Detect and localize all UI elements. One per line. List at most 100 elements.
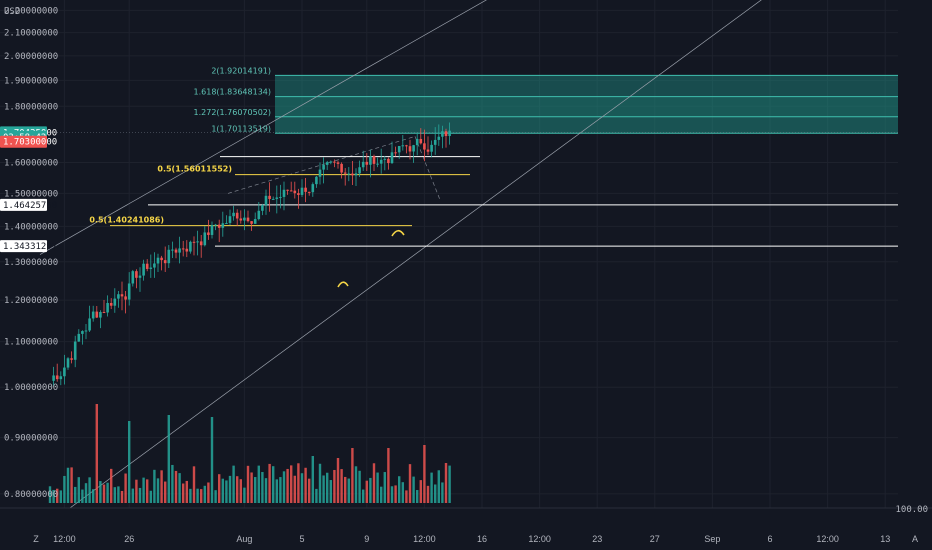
candle-body [383, 158, 387, 160]
candle-body [196, 241, 199, 243]
fib-level-label: 2(1.92014191) [211, 66, 271, 75]
auto-scale-icon: A [912, 534, 918, 544]
volume-bar [138, 487, 142, 503]
volume-bar [174, 470, 178, 503]
candle-body [163, 260, 167, 264]
candle-body [318, 169, 322, 177]
candle-body [293, 190, 297, 194]
candle-body [419, 138, 423, 144]
candle-body [84, 330, 88, 332]
volume-bar [95, 404, 98, 503]
time-tick-label: Sep [704, 534, 720, 544]
candle-body [199, 241, 203, 246]
volume-bar [48, 486, 52, 503]
candle-body [423, 143, 426, 150]
candle-body [99, 312, 102, 318]
time-tick-label: 5 [299, 534, 304, 544]
candle-body [315, 176, 318, 185]
candle-body [405, 145, 408, 147]
candle-body [117, 294, 120, 299]
price-tick-label: 1.30000000 [4, 258, 58, 268]
volume-bar [146, 479, 149, 503]
candle-body [185, 248, 189, 252]
candle-body [300, 187, 304, 195]
candle-body [257, 210, 261, 220]
candle-body [275, 197, 279, 199]
volume-bar [318, 463, 322, 503]
candle-body [394, 152, 397, 154]
volume-bar [70, 467, 73, 503]
price-tick-label: 1.40000000 [4, 222, 58, 232]
candle-body [124, 296, 127, 300]
volume-bar [344, 476, 347, 503]
time-tick-label: 12:00 [816, 534, 839, 544]
volume-bar [160, 470, 163, 503]
volume-bar [106, 482, 109, 503]
candle-body [66, 358, 70, 368]
candle-body [311, 184, 315, 193]
candle-body [88, 318, 91, 331]
volume-bar [272, 466, 275, 503]
price-tag-label: 1.46425750 [3, 201, 57, 211]
price-tick-label: 0.90000000 [4, 434, 58, 444]
price-tick-label: 0.80000000 [4, 490, 58, 500]
volume-bar [416, 490, 419, 503]
volume-bar [221, 478, 224, 503]
candle-body [343, 172, 347, 174]
price-tag-label: 1.70300000 [3, 138, 57, 148]
volume-bar [315, 488, 318, 503]
candle-body [95, 311, 99, 318]
volume-bar [77, 477, 80, 503]
volume-bar [297, 463, 300, 503]
price-tag [0, 240, 47, 253]
time-tick-label: 9 [364, 534, 369, 544]
time-tick-label: 23 [592, 534, 602, 544]
candle-body [390, 152, 394, 164]
volume-bar [423, 445, 426, 503]
volume-bar [326, 472, 329, 503]
price-tick-label: 1.60000000 [4, 159, 58, 169]
candle-body [426, 149, 430, 152]
fib-retracement-label: 0.5(1.56011552) [157, 165, 232, 174]
time-tick-label: 26 [124, 534, 134, 544]
trend-channel [39, 0, 762, 531]
time-axis[interactable]: 12:00 26 Aug 5 9 12:00 16 12:00 23 27 Sep 6 12:00 13 1… [0, 505, 932, 550]
candle-body [149, 267, 153, 269]
pivot-arc-mark [337, 281, 349, 288]
candle-body [221, 223, 225, 228]
volume-bar [322, 475, 325, 503]
volume-bar [383, 472, 386, 503]
time-tick-label: 12:00 [53, 534, 76, 544]
volume-bar [171, 464, 174, 503]
candle-body [235, 212, 239, 219]
volume-bar [243, 487, 246, 503]
candle-body [91, 311, 95, 319]
candle-body [268, 195, 271, 199]
time-axis-bg [0, 508, 932, 550]
candle-body [376, 163, 379, 165]
candle-body [336, 162, 340, 164]
volume-bar [358, 470, 361, 503]
volume-bar [275, 479, 278, 503]
volume-bar [293, 475, 296, 503]
candle-body [246, 217, 250, 222]
volume-bar [340, 469, 343, 503]
candle-body [70, 358, 73, 360]
volume-bar [376, 472, 379, 503]
currency-label: USD [4, 7, 20, 17]
volume-bar [232, 465, 235, 503]
volume-bar [156, 478, 160, 503]
candle-body [145, 263, 149, 269]
volume-bar [405, 490, 408, 503]
candle-body [351, 173, 354, 176]
volume-bar [444, 463, 448, 503]
volume-bar [207, 482, 210, 503]
zoom-icon: Z [33, 534, 39, 544]
volume-bar [99, 481, 102, 503]
volume-bar [135, 479, 138, 503]
volume-bar [218, 474, 221, 503]
candle-body [171, 249, 174, 251]
volume-bar [286, 468, 289, 503]
